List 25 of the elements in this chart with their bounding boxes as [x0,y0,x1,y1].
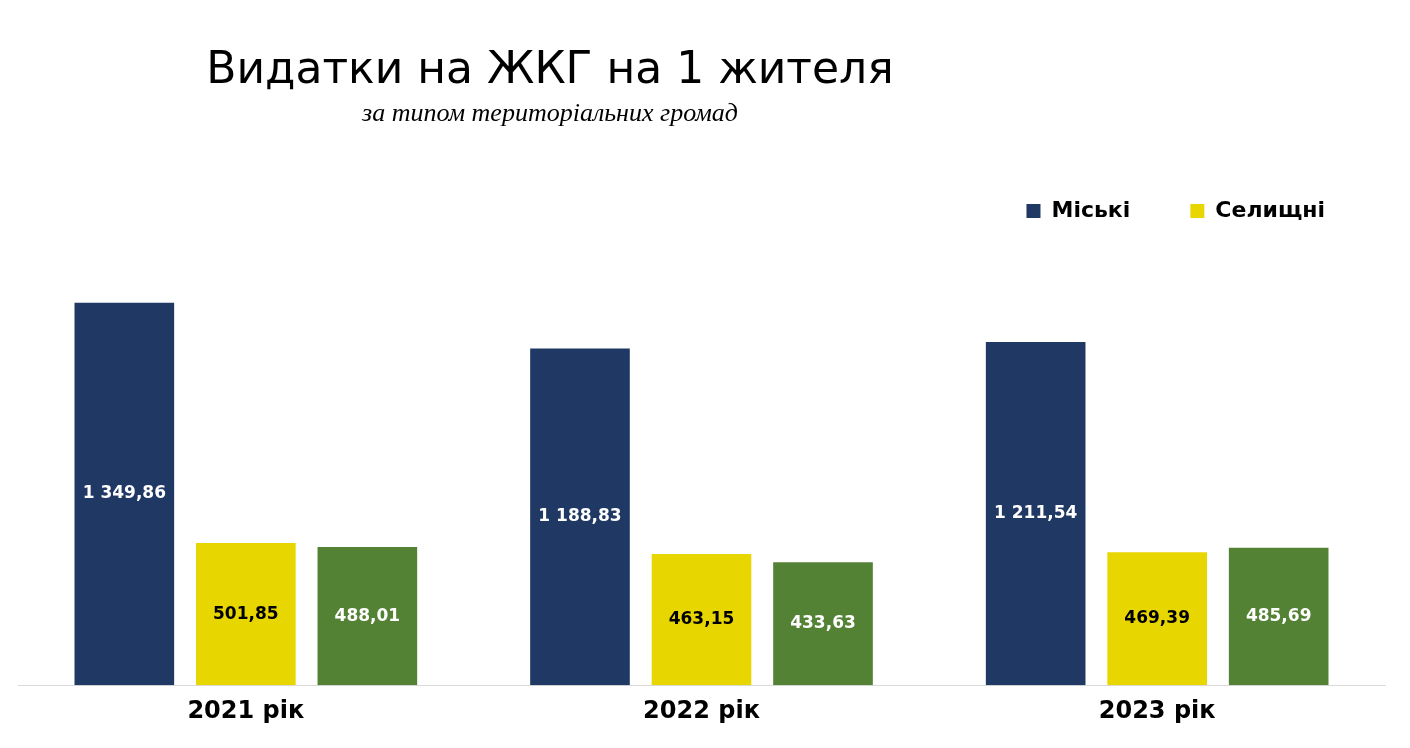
data-label: 1 211,54 [993,502,1078,523]
bar [651,554,752,686]
x-tick-label: 2023 рік [1098,695,1216,724]
bar [1228,547,1329,686]
bar [530,348,630,686]
bar [773,562,873,686]
data-label: 469,39 [1124,607,1190,628]
bar [985,342,1086,686]
bar [74,302,175,686]
data-label: 488,01 [334,604,401,625]
bar [1107,552,1207,686]
chart-title: Видатки на ЖКГ на 1 жителя [205,42,895,93]
x-tick-label: 2021 рік [187,695,305,724]
data-label: 501,85 [213,602,279,623]
bar [317,546,418,686]
data-label: 463,15 [668,608,735,629]
bar [196,543,296,686]
data-label: 485,69 [1245,604,1312,625]
data-label: 1 188,83 [538,505,622,526]
data-label: 433,63 [790,612,856,633]
chart-subtitle: за типом територіальних громад [361,98,739,128]
x-tick-label: 2022 рік [643,695,760,724]
data-label: 1 349,86 [82,482,166,503]
legend-label: Селищні [1215,196,1325,222]
legend-label: Міські [1051,196,1131,222]
